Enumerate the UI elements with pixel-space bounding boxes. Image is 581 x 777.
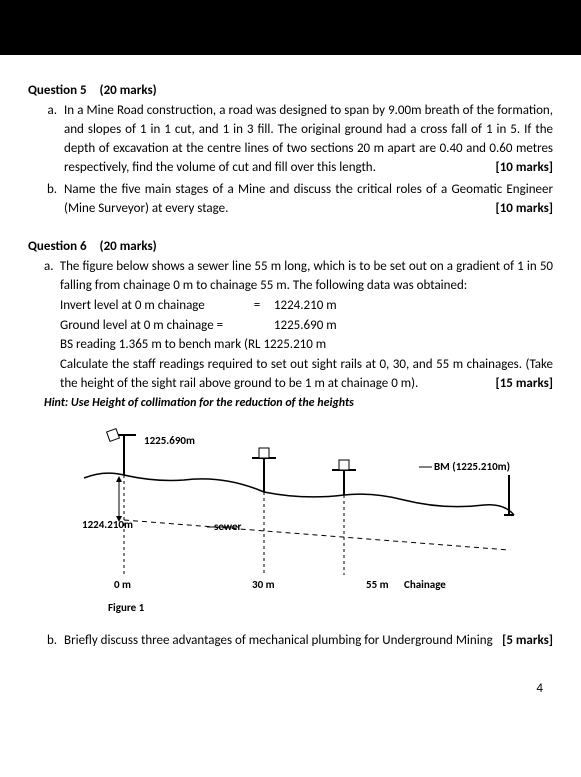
q5-b: Name the five main stages of a Mine and … — [60, 181, 553, 219]
q6-a-marks: [15 marks] — [496, 375, 554, 394]
figure-1: 1225.690m 1224.210m sewer BM (1225.210m)… — [28, 420, 553, 614]
q5-b-marks: [10 marks] — [496, 200, 554, 219]
q5-number: Question 5 — [28, 83, 87, 98]
q6-invert-label: Invert level at 0 m chainage — [60, 297, 240, 316]
dim-arrow-0 — [116, 476, 122, 522]
ch-label: Chainage — [404, 578, 446, 591]
q5-a: In a Mine Road construction, a road was … — [60, 102, 553, 177]
q5-header: Question 5 (20 marks) — [28, 83, 553, 98]
q6-number: Question 6 — [28, 239, 87, 254]
label-bm: BM (1225.210m) — [434, 460, 510, 473]
q6-invert-value: 1224.210 m — [274, 298, 337, 313]
q6-b-list: Briefly discuss three advantages of mech… — [28, 632, 553, 651]
q6-bs-row: BS reading 1.365 m to bench mark (RL 122… — [60, 336, 553, 355]
q6-a-calc-text: Calculate the staff readings required to… — [60, 357, 553, 391]
q6-b-marks: [5 marks] — [502, 632, 553, 651]
q6-a-intro: a. The figure below shows a sewer line 5… — [44, 258, 553, 296]
page-number: 4 — [28, 681, 553, 696]
sewer-line — [124, 520, 509, 550]
sight-rail-55m — [332, 460, 356, 495]
sight-rail-0m — [107, 429, 136, 475]
q6-header: Question 6 (20 marks) — [28, 239, 553, 254]
q6-a-calc: Calculate the staff readings required to… — [60, 356, 553, 394]
equals-spacer — [243, 317, 271, 336]
ch-55: 55 m — [366, 578, 389, 591]
q5-b-text: Name the five main stages of a Mine and … — [64, 182, 553, 216]
page-content: Question 5 (20 marks) In a Mine Road con… — [0, 55, 581, 716]
q5-subparts: In a Mine Road construction, a road was … — [28, 102, 553, 219]
ground-line — [84, 473, 514, 515]
q6-invert-row: Invert level at 0 m chainage = 1224.210 … — [60, 297, 553, 316]
q6-b-text: Briefly discuss three advantages of mech… — [64, 633, 493, 648]
sewer-diagram-svg: 1225.690m 1224.210m sewer BM (1225.210m)… — [64, 420, 544, 595]
q6-b: Briefly discuss three advantages of mech… — [60, 632, 553, 651]
q6-a-intro-text: The figure below shows a sewer line 55 m… — [60, 259, 553, 293]
ch-0: 0 m — [114, 578, 131, 591]
label-1225-690: 1225.690m — [144, 434, 195, 447]
q5-a-text: In a Mine Road construction, a road was … — [64, 103, 553, 175]
sight-rail-30m — [252, 448, 276, 492]
ch-30: 30 m — [252, 578, 275, 591]
q6-hint: Hint: Use Height of collimation for the … — [28, 396, 553, 410]
label-1224-210: 1224.210m — [82, 518, 133, 531]
equals-sign: = — [243, 297, 271, 316]
figure-caption: Figure 1 — [64, 601, 553, 614]
q6-ground-value: 1225.690 m — [274, 318, 337, 333]
q5-a-marks: [10 marks] — [496, 159, 554, 178]
q5-marks-total: (20 marks) — [100, 83, 157, 98]
header-black-bar — [0, 0, 581, 55]
q6-a-block: a. The figure below shows a sewer line 5… — [28, 258, 553, 394]
q6-ground-row: Ground level at 0 m chainage = 1225.690 … — [60, 317, 553, 336]
q6-ground-label: Ground level at 0 m chainage = — [60, 317, 240, 336]
q6-marks-total: (20 marks) — [100, 239, 157, 254]
